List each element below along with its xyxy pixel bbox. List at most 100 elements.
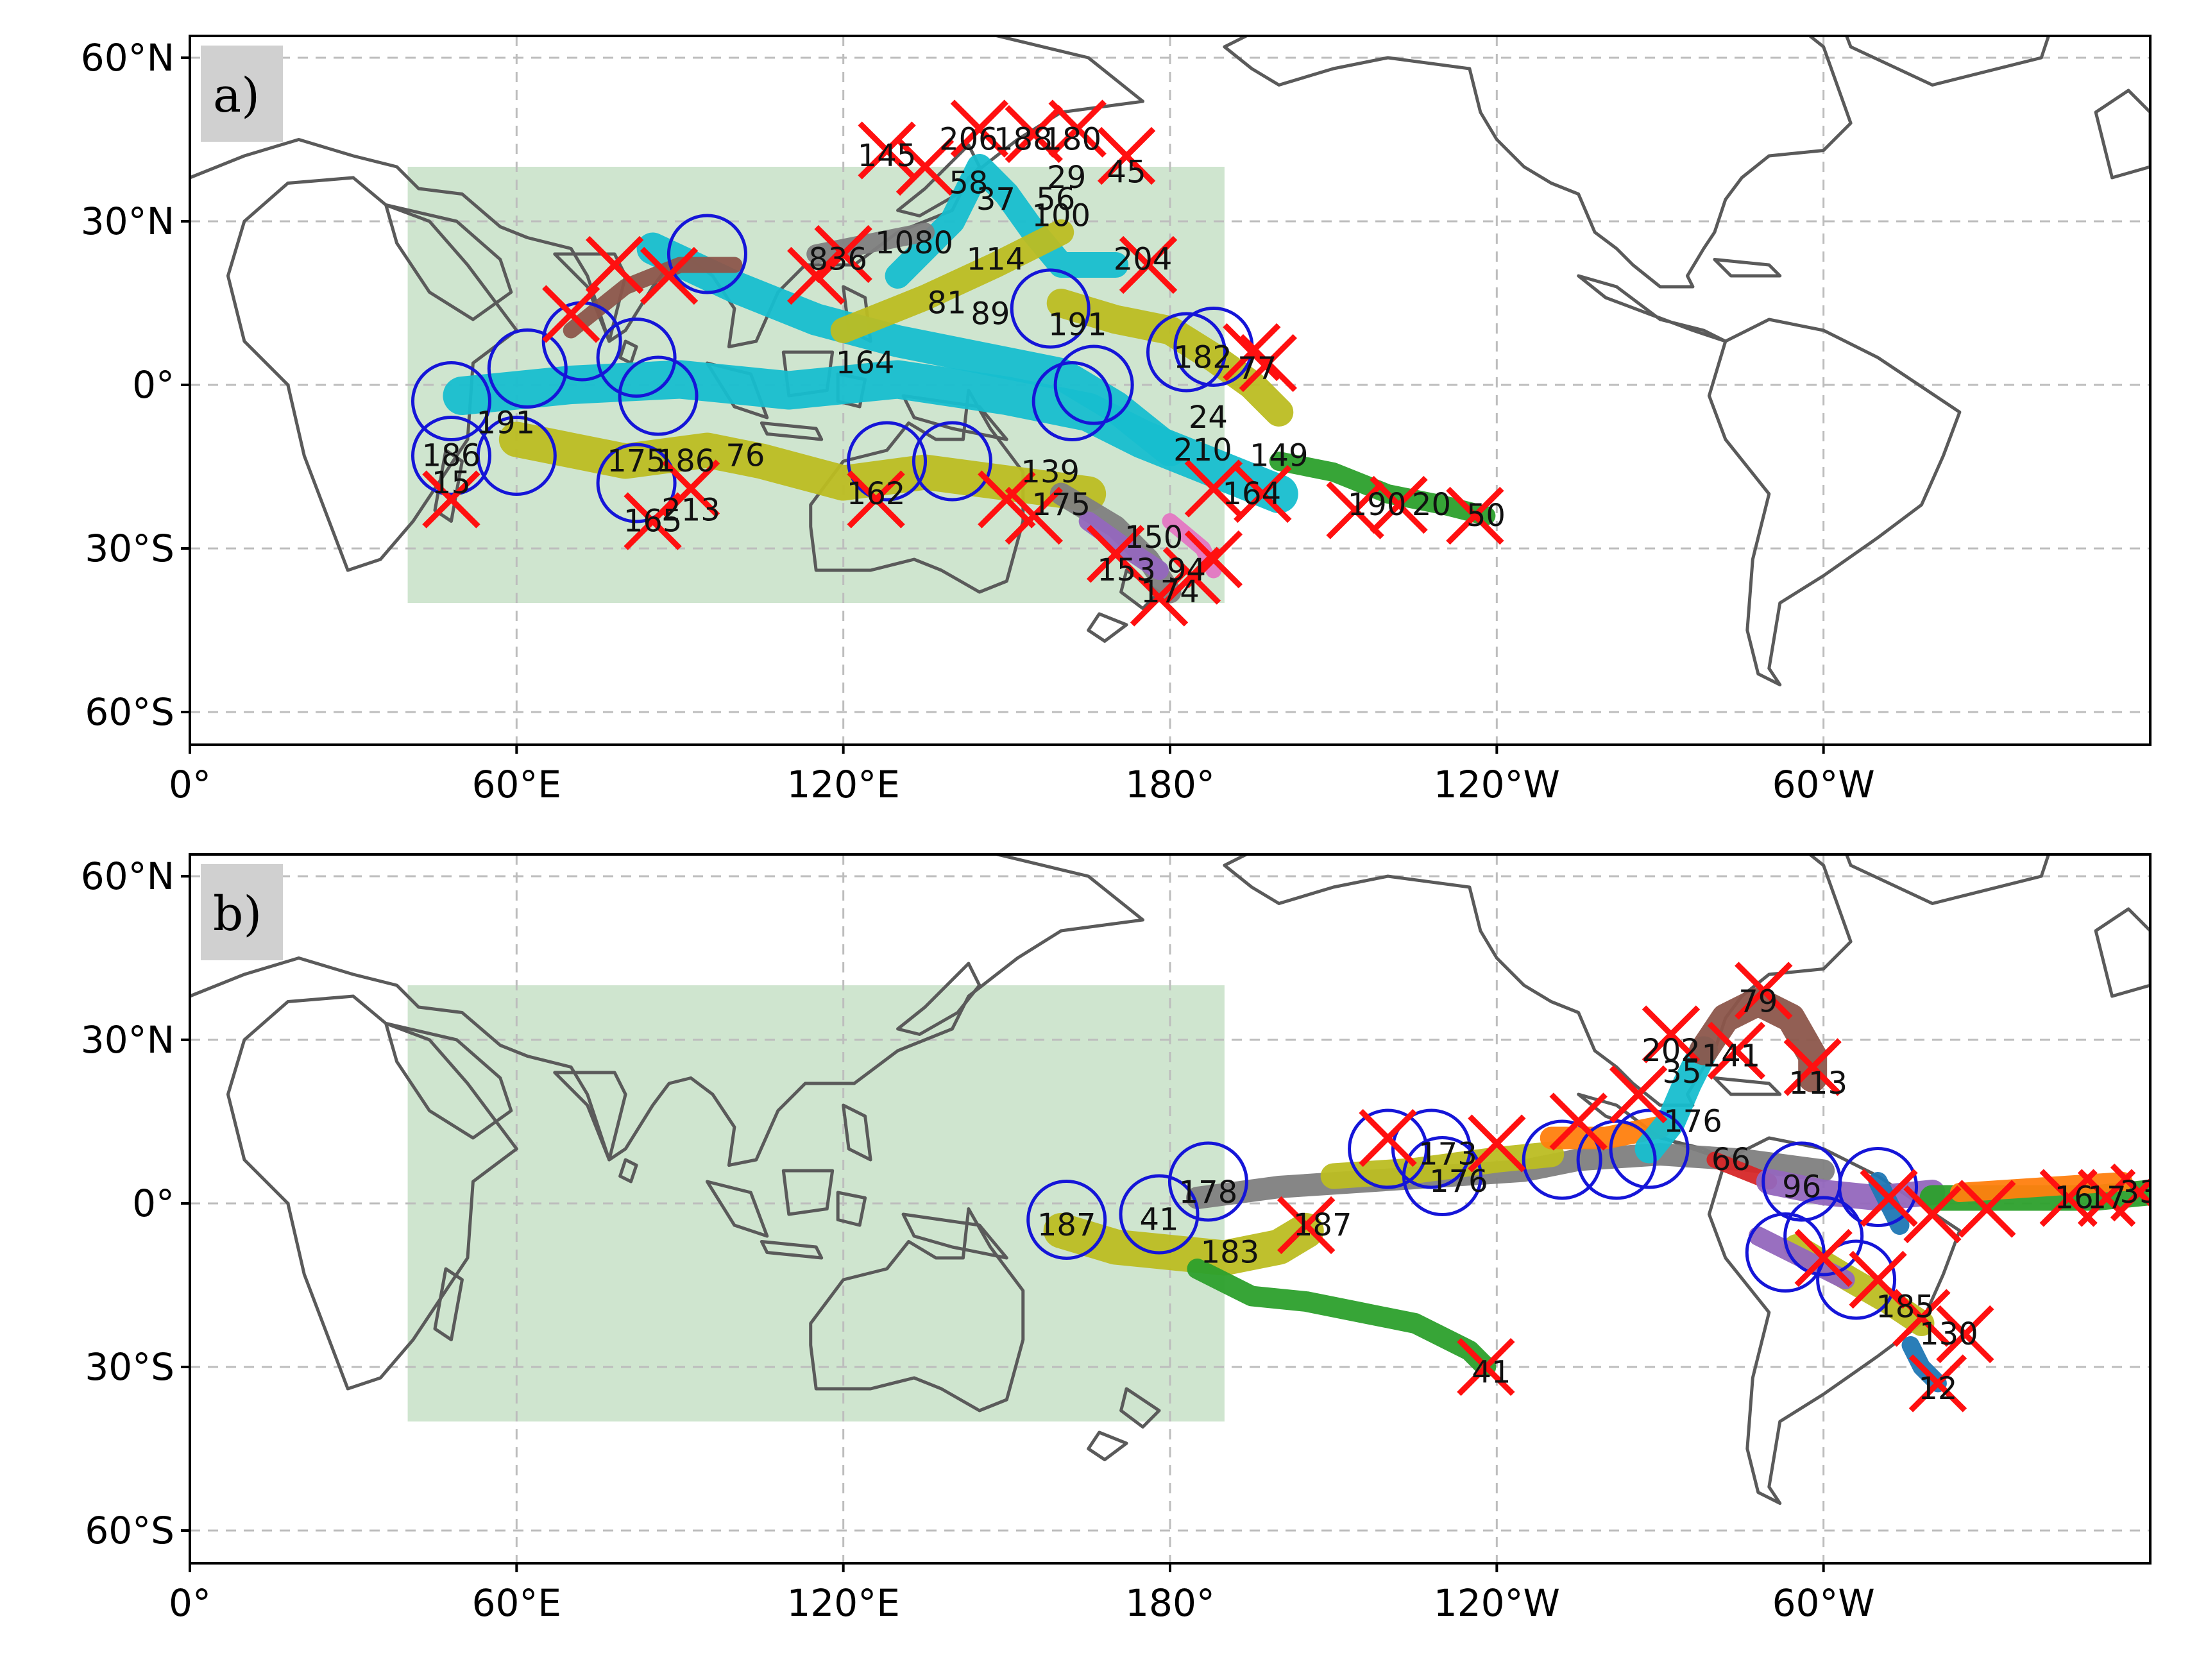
- track-label: 185: [1876, 1289, 1935, 1325]
- track-label: 188: [994, 122, 1053, 158]
- end-marker: [1239, 334, 1297, 393]
- panel-label: a): [213, 68, 260, 123]
- end-marker: [1223, 323, 1281, 382]
- track-label: 24: [1189, 400, 1228, 436]
- end-marker: [787, 246, 845, 305]
- track-label: 41: [1139, 1202, 1178, 1238]
- end-marker: [1130, 568, 1189, 627]
- track-label: 150: [1125, 520, 1184, 556]
- track-label: 1080: [875, 225, 953, 261]
- lat-tick-label: 30°S: [85, 527, 174, 570]
- start-marker: [1576, 1119, 1657, 1200]
- start-marker: [1053, 344, 1134, 425]
- track-label: 176: [1429, 1164, 1488, 1200]
- end-marker: [1005, 486, 1063, 545]
- end-marker: [1908, 1354, 1967, 1413]
- start-marker: [1146, 312, 1227, 393]
- lon-ticks: 0° 60°E 120°E 180° 120°W 60°W: [169, 745, 1875, 806]
- end-marker: [1642, 1005, 1701, 1064]
- track-label: 178: [1179, 1175, 1238, 1210]
- lon-tick-label: 120°W: [1434, 763, 1560, 806]
- track-label: 58: [949, 165, 988, 201]
- track-label: 191: [477, 405, 536, 441]
- start-marker: [912, 421, 992, 502]
- start-marker: [1402, 1136, 1482, 1216]
- end-marker: [1783, 1038, 1842, 1096]
- track-label: 141: [1702, 1039, 1761, 1074]
- start-marker: [596, 443, 677, 523]
- start-marker: [411, 416, 491, 496]
- start-marker: [1783, 1196, 1864, 1277]
- panel-label-box: [201, 864, 283, 960]
- storm-track: [636, 232, 1186, 466]
- start-marker: [1348, 1108, 1429, 1189]
- start-marker: [1167, 1141, 1248, 1222]
- end-marker: [1860, 1169, 1918, 1227]
- lon-tick-label: 120°E: [786, 763, 899, 806]
- lon-tick-label: 60°E: [472, 1581, 561, 1625]
- track-label: 113: [1788, 1065, 1847, 1101]
- track-label: 180: [1042, 122, 1101, 158]
- track-label: 56: [1036, 182, 1075, 217]
- track-label: 76: [726, 438, 765, 474]
- end-marker: [1903, 1185, 1962, 1244]
- lat-tick-label: 60°S: [85, 690, 174, 734]
- end-marker: [1119, 235, 1178, 294]
- end-marker: [814, 225, 872, 284]
- panel-label-box: [201, 46, 283, 142]
- track-label: 206: [939, 122, 998, 158]
- track-label: 165: [624, 504, 683, 539]
- storm-track: [1046, 289, 1294, 427]
- end-markers: [1277, 962, 2150, 1413]
- track-label: 50: [1466, 498, 1506, 534]
- track-label: 175: [1031, 487, 1091, 523]
- lat-tick-label: 60°N: [81, 854, 174, 898]
- start-marker: [618, 355, 699, 436]
- track-label: 176: [1663, 1104, 1722, 1140]
- end-marker: [1097, 126, 1156, 185]
- lon-tick-label: 60°W: [1772, 1581, 1875, 1625]
- track-label: 12: [1918, 1371, 1957, 1407]
- start-marker: [476, 416, 557, 496]
- end-marker: [847, 470, 905, 529]
- lon-tick-label: 60°E: [472, 763, 561, 806]
- lon-tick-label: 180°: [1125, 1581, 1215, 1625]
- track-label: 836: [808, 242, 867, 278]
- track-label: 153: [1097, 552, 1156, 588]
- track-label: 187: [1293, 1207, 1352, 1243]
- track-label: 182: [1173, 340, 1232, 376]
- track-label: 191: [1048, 307, 1107, 343]
- track-label: 81: [927, 285, 966, 321]
- track-label: 202: [1642, 1033, 1701, 1069]
- track-label: 41: [1472, 1355, 1511, 1391]
- end-marker: [1184, 459, 1243, 518]
- lon-tick-label: 120°W: [1434, 1581, 1560, 1625]
- start-marker: [411, 361, 491, 441]
- start-markers: [1026, 1108, 1919, 1320]
- track-label: 210: [1173, 432, 1232, 468]
- end-marker: [1457, 1337, 1515, 1396]
- track-label: 29: [1047, 160, 1086, 196]
- lat-tick-label: 30°S: [85, 1345, 174, 1389]
- track-label: 33: [2119, 1175, 2159, 1210]
- storm-track: [1187, 1259, 1497, 1377]
- end-marker: [1609, 1065, 1668, 1124]
- storm-track: [885, 154, 1129, 289]
- track-label: 114: [967, 242, 1026, 278]
- track-label: 174: [1141, 574, 1200, 610]
- start-marker: [1026, 1180, 1107, 1260]
- lon-tick-label: 60°W: [1772, 763, 1875, 806]
- lon-tick-label: 0°: [169, 763, 211, 806]
- track-label: 149: [1250, 438, 1309, 474]
- track-label: 96: [1782, 1169, 1821, 1205]
- end-marker: [858, 121, 916, 180]
- end-marker: [1958, 1180, 2016, 1238]
- storm-track: [1634, 1036, 1719, 1164]
- lat-tick-label: 30°N: [81, 1018, 174, 1062]
- track-label: 45: [1107, 155, 1146, 191]
